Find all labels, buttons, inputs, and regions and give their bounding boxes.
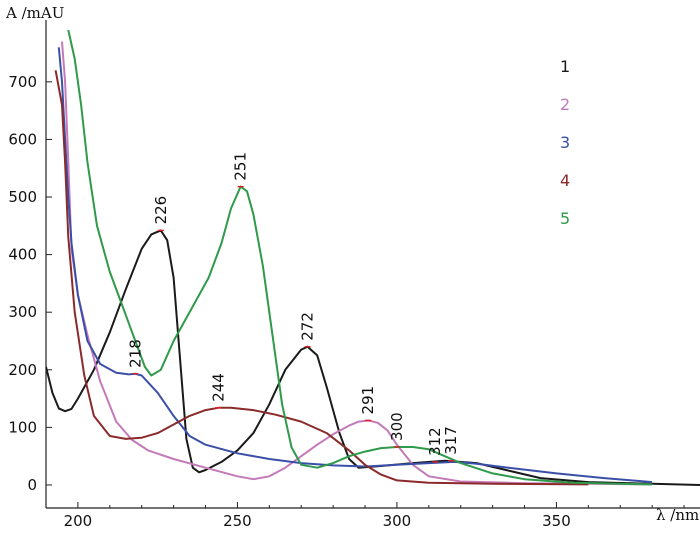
x-tick-label: 200 xyxy=(64,512,93,530)
legend-item-1: 1 xyxy=(560,57,570,76)
x-tick-label: 250 xyxy=(223,512,252,530)
y-tick-label: 500 xyxy=(8,188,37,206)
y-tick-label: 600 xyxy=(8,130,37,148)
legend-item-2: 2 xyxy=(560,95,570,114)
legend-item-5: 5 xyxy=(560,209,570,228)
series-line-4 xyxy=(54,70,589,486)
x-tick-label: 300 xyxy=(383,512,412,530)
y-tick-label: 700 xyxy=(8,73,37,91)
legend: 1 2 3 4 5 xyxy=(560,57,570,228)
peak-label-226: 226 xyxy=(152,196,170,225)
peak-label-218: 218 xyxy=(126,339,144,368)
peak-label-300: 300 xyxy=(388,412,406,441)
ticks: 0 100 200 300 400 500 600 700 200 250 300 350 xyxy=(8,73,685,530)
legend-item-4: 4 xyxy=(560,171,570,190)
y-tick-label: 300 xyxy=(8,303,37,321)
legend-item-3: 3 xyxy=(560,133,570,152)
y-tick-label: 100 xyxy=(8,418,37,436)
y-tick-label: 0 xyxy=(27,476,37,494)
y-axis-title: A /mAU xyxy=(5,4,64,22)
peak-label-251: 251 xyxy=(232,152,250,181)
peak-label-244: 244 xyxy=(209,373,227,402)
peak-label-291: 291 xyxy=(359,386,377,415)
axes xyxy=(45,20,700,509)
series-line-1 xyxy=(46,229,700,486)
peak-label-272: 272 xyxy=(299,312,317,341)
peak-label-312: 312 xyxy=(426,427,444,456)
y-tick-label: 400 xyxy=(8,246,37,264)
y-tick-label: 200 xyxy=(8,361,37,379)
peak-label-317: 317 xyxy=(442,426,460,455)
series-line-5 xyxy=(67,30,653,486)
x-axis-title: λ /nm xyxy=(656,506,699,524)
series-lines xyxy=(46,30,700,486)
x-tick-label: 350 xyxy=(542,512,571,530)
